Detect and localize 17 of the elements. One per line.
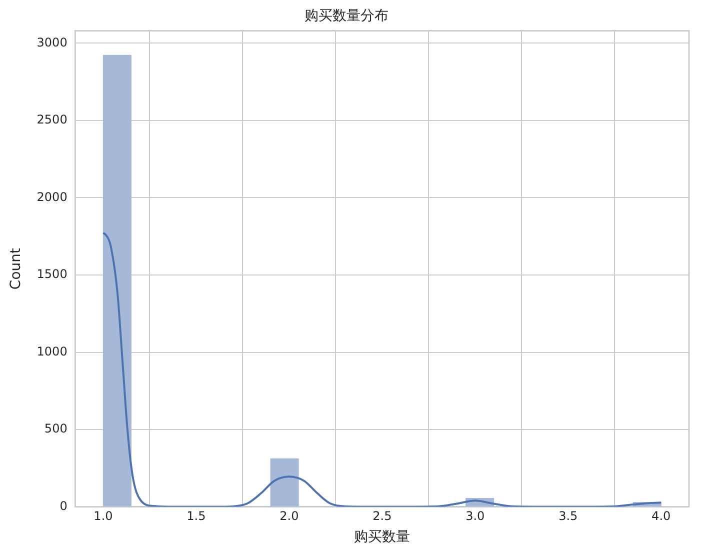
y-axis-title: Count (8, 248, 24, 290)
x-tick-label: 3.5 (558, 509, 578, 524)
y-tick-label: 3000 (36, 35, 68, 50)
y-tick-label: 1500 (36, 267, 68, 282)
x-tick-label: 1.5 (186, 509, 206, 524)
y-tick-label: 2000 (36, 190, 68, 204)
x-tick-label: 2.0 (280, 509, 299, 524)
chart-title: 购买数量分布 (304, 8, 388, 24)
y-tick-label: 2500 (36, 112, 68, 127)
x-tick-label: 2.5 (372, 509, 392, 524)
x-tick-label: 3.0 (466, 509, 485, 524)
y-tick-label: 500 (44, 422, 68, 436)
y-tick-label: 1000 (36, 344, 68, 358)
x-tick-label: 1.0 (94, 509, 113, 524)
x-tick-label: 4.0 (652, 509, 671, 524)
y-tick-label: 0 (60, 498, 68, 513)
x-axis-title: 购买数量 (354, 529, 410, 546)
